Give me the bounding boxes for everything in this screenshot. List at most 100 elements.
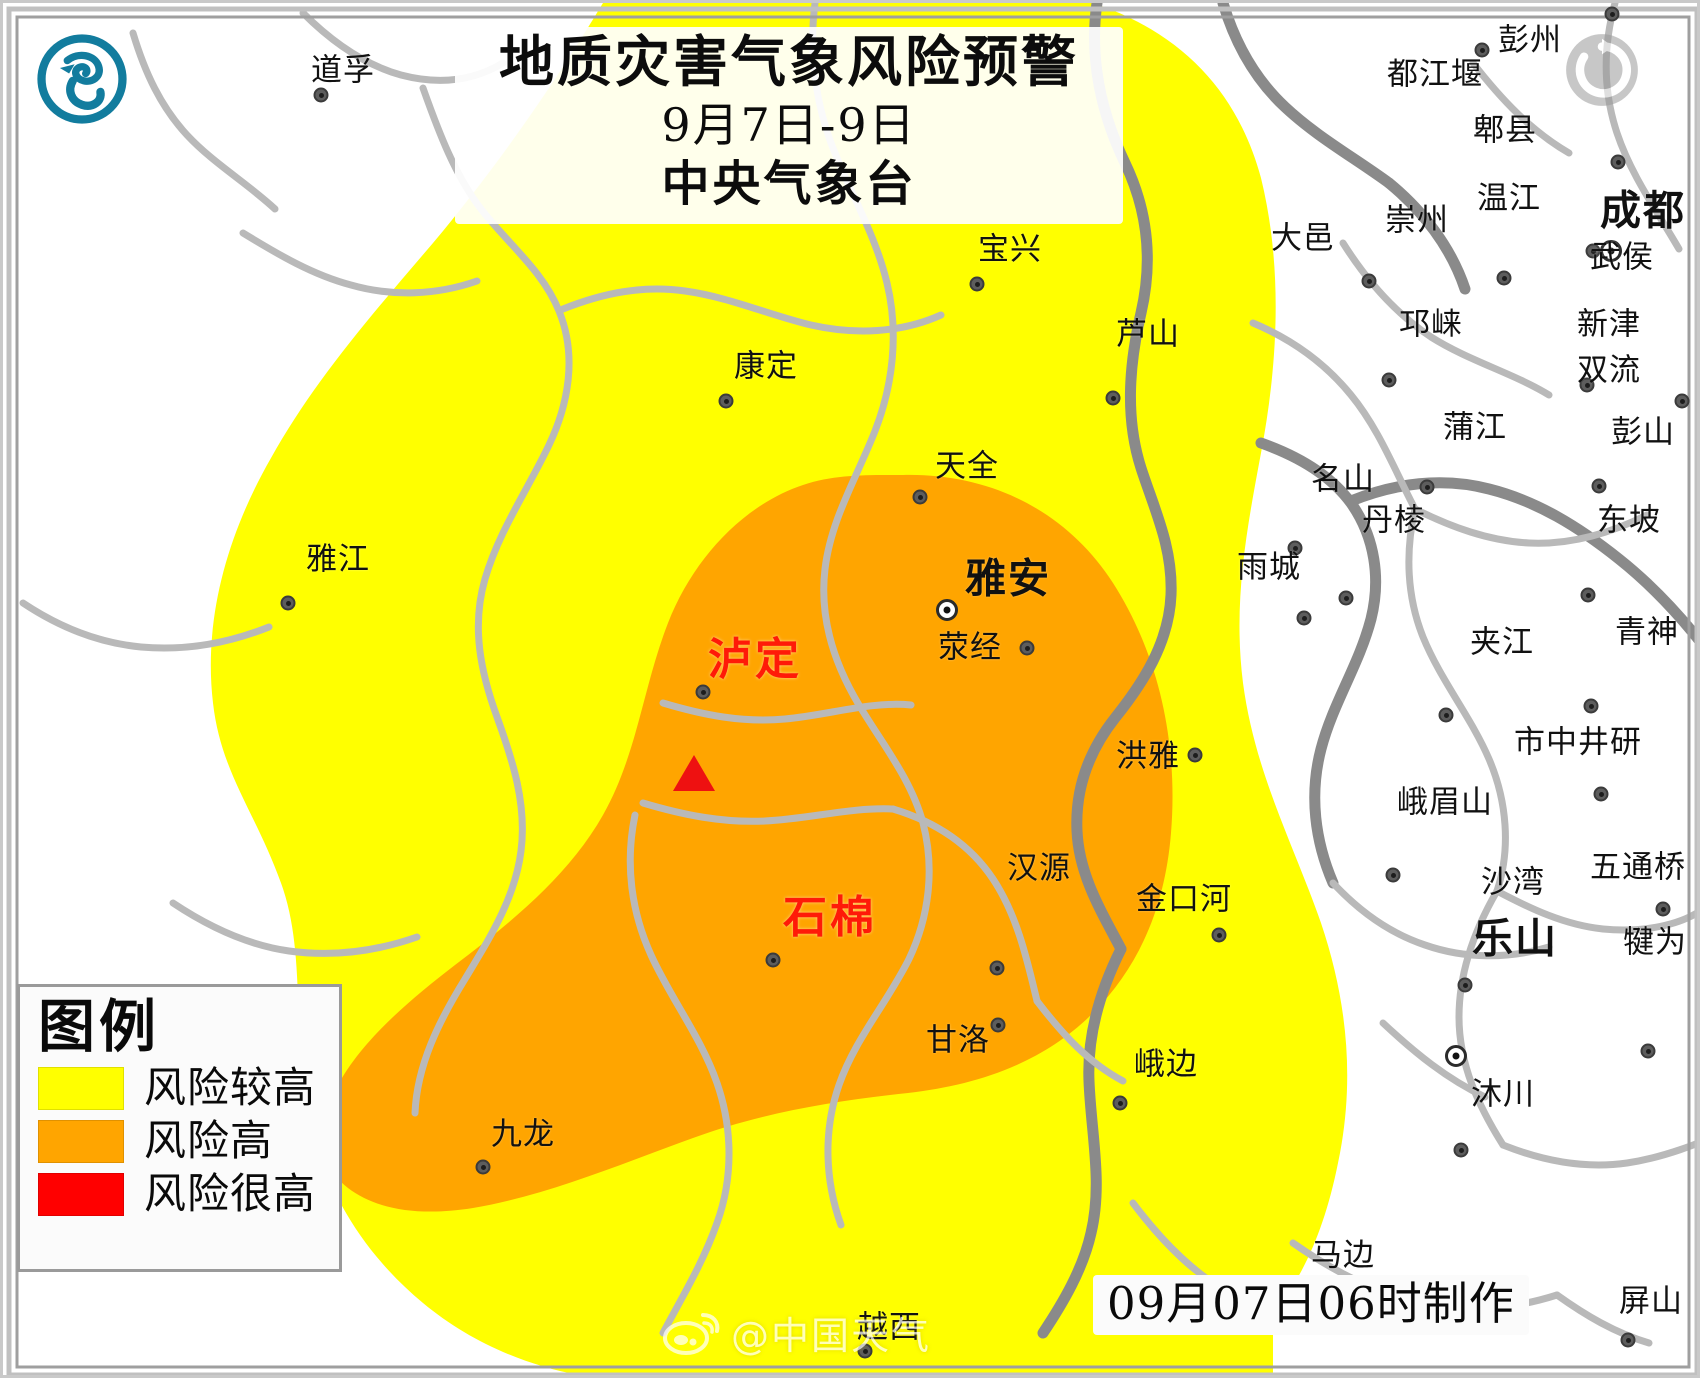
- city-marker-dot: [912, 489, 928, 505]
- city-label: 武侯: [1590, 239, 1654, 276]
- city-marker-dot: [1655, 901, 1671, 917]
- city-label: 峨眉山: [1397, 784, 1493, 821]
- city-label: 马边: [1311, 1237, 1375, 1274]
- city-label: 邛崃: [1399, 306, 1463, 343]
- city-marker-dot: [1019, 640, 1035, 656]
- city-label: 郫县: [1473, 112, 1537, 149]
- city-label: 康定: [734, 348, 798, 385]
- city-label: 夹江: [1470, 624, 1534, 661]
- legend-swatch-very-high: [38, 1172, 124, 1216]
- city-label: 宝兴: [978, 231, 1042, 268]
- city-marker-dot: [989, 960, 1005, 976]
- city-label: 青神: [1615, 614, 1679, 651]
- city-marker-dot: [1496, 270, 1512, 286]
- city-marker-dot: [1105, 390, 1121, 406]
- city-label: 洪雅: [1116, 738, 1180, 775]
- city-label: 彭州: [1498, 22, 1562, 59]
- city-marker-dot: [1583, 698, 1599, 714]
- city-marker-dot: [280, 595, 296, 611]
- issue-timestamp: 09月07日06时制作: [1093, 1275, 1529, 1335]
- city-marker-dot: [1579, 377, 1595, 393]
- legend-heading: 图例: [38, 993, 160, 1060]
- city-label: 大邑: [1271, 220, 1335, 257]
- weibo-watermark: @中国天气: [663, 1305, 931, 1360]
- city-label: 雨城: [1237, 549, 1301, 586]
- legend-item-high: 风险高: [38, 1116, 339, 1166]
- map-title-block: 地质灾害气象风险预警 9月7日-9日 中央气象台: [455, 27, 1123, 224]
- title-issuer: 中央气象台: [661, 156, 917, 213]
- title-date-range: 9月7日-9日: [661, 97, 917, 152]
- city-marker-dot: [1112, 1095, 1128, 1111]
- city-marker-dot: [1640, 1043, 1656, 1059]
- legend-label-high: 风险高: [144, 1116, 274, 1166]
- city-label: 峨边: [1134, 1046, 1198, 1083]
- city-marker-dot: [1381, 372, 1397, 388]
- city-label: 温江: [1477, 180, 1541, 217]
- city-label: 屏山: [1619, 1283, 1683, 1320]
- city-marker-dot: [475, 1159, 491, 1175]
- watermark-text: @中国天气: [731, 1314, 932, 1358]
- city-label: 彭山: [1611, 414, 1675, 451]
- city-label: 雅安: [965, 554, 1051, 603]
- city-label: 丹棱: [1362, 502, 1426, 539]
- city-marker-dot: [1457, 977, 1473, 993]
- city-marker-dot: [1287, 540, 1303, 556]
- city-marker-dot: [1438, 707, 1454, 723]
- legend-swatch-elevated: [38, 1066, 124, 1110]
- city-label: 泸定: [708, 634, 802, 685]
- weibo-icon: [663, 1312, 720, 1355]
- city-marker-dot: [1585, 243, 1601, 259]
- legend-swatch-high: [38, 1119, 124, 1163]
- city-label: 道孚: [311, 52, 375, 89]
- city-label: 沙湾: [1481, 864, 1545, 901]
- risk-area-high: [322, 474, 1173, 1212]
- city-marker-dot: [1674, 393, 1690, 409]
- city-label: 乐山: [1472, 914, 1558, 963]
- city-marker-dot: [1187, 747, 1203, 763]
- city-marker-dot: [765, 952, 781, 968]
- city-label: 成都: [1600, 186, 1686, 235]
- city-marker-dot: [857, 1343, 873, 1359]
- city-marker-dot: [1591, 478, 1607, 494]
- city-label: 沐川: [1471, 1076, 1535, 1113]
- city-marker-dot: [1361, 273, 1377, 289]
- city-label: 双流: [1577, 352, 1641, 389]
- city-marker-dot: [1419, 479, 1435, 495]
- city-label: 崇州: [1385, 202, 1449, 239]
- city-label: 都江堰: [1387, 56, 1483, 93]
- city-marker-dot: [1604, 6, 1620, 22]
- city-marker-dot: [1445, 1045, 1467, 1067]
- map-canvas: [3, 3, 1697, 1375]
- city-marker-dot: [1453, 1142, 1469, 1158]
- city-label: 新津: [1577, 306, 1641, 343]
- city-marker-dot: [718, 393, 734, 409]
- city-marker-dot: [1580, 587, 1596, 603]
- legend-box: 图例 风险较高 风险高 风险很高: [17, 984, 342, 1272]
- city-marker-dot: [1211, 927, 1227, 943]
- city-label: 五通桥: [1590, 849, 1686, 886]
- city-label: 东坡: [1597, 502, 1661, 539]
- city-label: 市中井研: [1514, 724, 1642, 761]
- city-marker-dot: [1385, 867, 1401, 883]
- legend-item-very-high: 风险很高: [38, 1172, 339, 1216]
- epicenter-triangle-icon: [673, 755, 715, 791]
- city-label: 甘洛: [926, 1022, 990, 1059]
- city-label: 九龙: [491, 1116, 555, 1153]
- city-label: 犍为: [1623, 924, 1687, 961]
- city-marker-dot: [313, 87, 329, 103]
- city-marker-dot: [695, 684, 711, 700]
- city-marker-dot: [1620, 1332, 1636, 1348]
- city-label: 汉源: [1007, 850, 1071, 887]
- city-label: 越西: [857, 1309, 921, 1346]
- city-label: 荥经: [938, 629, 1002, 666]
- city-marker-dot: [1610, 154, 1626, 170]
- city-label: 蒲江: [1443, 409, 1507, 446]
- city-marker-dot: [990, 1017, 1006, 1033]
- city-marker-dot: [969, 276, 985, 292]
- city-label: 石棉: [783, 892, 877, 943]
- loading-spinner-icon: [1566, 34, 1638, 106]
- city-label: 名山: [1311, 461, 1375, 498]
- city-label: 芦山: [1116, 316, 1180, 353]
- city-marker-dot: [936, 599, 958, 621]
